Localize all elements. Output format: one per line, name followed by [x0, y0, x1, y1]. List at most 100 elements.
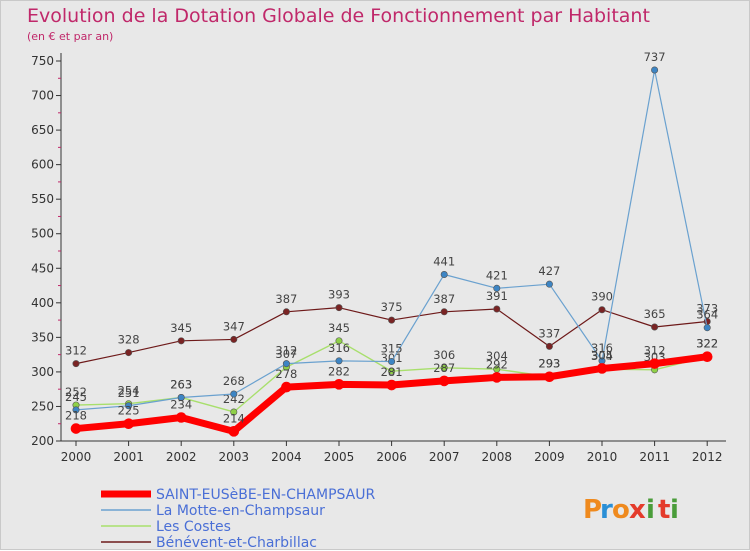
data-point [440, 364, 448, 372]
data-label: 393 [328, 288, 350, 302]
data-label: 225 [118, 404, 140, 418]
data-point [651, 323, 659, 331]
data-point [72, 406, 80, 414]
data-label: 287 [433, 361, 455, 375]
data-label: 316 [591, 341, 613, 355]
data-label: 347 [223, 319, 245, 333]
data-point [125, 349, 133, 357]
data-label: 282 [328, 364, 350, 378]
logo-letter: i [670, 495, 679, 525]
data-point [125, 402, 133, 410]
chart-subtitle: (en € et par an) [27, 30, 114, 43]
data-label: 293 [538, 357, 560, 371]
data-point [333, 379, 345, 390]
data-label: 365 [644, 307, 666, 321]
y-tick-label: 350 [31, 330, 54, 344]
x-tick-label: 2001 [113, 450, 144, 464]
x-tick-label: 2002 [166, 450, 197, 464]
data-label: 214 [223, 411, 245, 425]
data-point [177, 393, 185, 401]
data-label: 307 [275, 347, 297, 361]
x-tick-label: 2004 [271, 450, 302, 464]
data-point [230, 408, 238, 416]
data-label: 278 [275, 367, 297, 381]
data-label: 421 [486, 268, 508, 282]
series-la-motte-en-champsaur: 245 251 263 268 312 316 315 441 421 427 316 737 364 [65, 50, 718, 414]
y-tick-label: 550 [31, 192, 54, 206]
data-label: 245 [65, 390, 87, 404]
data-point [545, 342, 553, 350]
data-label: 218 [65, 409, 87, 423]
data-label: 322 [696, 337, 718, 351]
data-label: 337 [538, 326, 560, 340]
y-tick-label: 300 [31, 365, 54, 379]
data-point [335, 304, 343, 312]
data-label: 252 [65, 385, 87, 399]
data-label: 441 [433, 254, 455, 268]
series-saint-eus-be-en-champsaur: 218 225 234 214 278 282 281 287 292 293 305 312 322 [65, 337, 718, 437]
data-label: 293 [538, 357, 560, 371]
data-point [282, 308, 290, 316]
data-label: 364 [696, 308, 718, 322]
data-point [388, 358, 396, 366]
x-tick-label: 2009 [534, 450, 565, 464]
data-label: 391 [486, 289, 508, 303]
data-point [598, 306, 606, 314]
data-label: 315 [381, 342, 403, 356]
data-label: 263 [170, 377, 192, 391]
data-label: 322 [696, 337, 718, 351]
y-tick-label: 250 [31, 399, 54, 413]
data-label: 292 [486, 357, 508, 371]
y-tick-label: 500 [31, 227, 54, 241]
x-tick-label: 2003 [219, 450, 250, 464]
data-point [545, 280, 553, 288]
legend-label: SAINT-EUSèBE-EN-CHAMPSAUR [156, 487, 375, 503]
data-label: 254 [118, 384, 140, 398]
data-point [703, 324, 711, 332]
y-tick-label: 650 [31, 123, 54, 137]
data-point [175, 412, 187, 423]
logo-letter: t [658, 495, 670, 525]
data-point [335, 337, 343, 345]
data-point [177, 337, 185, 345]
data-point [440, 308, 448, 316]
data-label: 251 [118, 386, 140, 400]
x-tick-label: 2000 [61, 450, 92, 464]
legend-label: Bénévent-et-Charbillac [156, 535, 317, 551]
data-point [388, 316, 396, 324]
data-label: 328 [118, 333, 140, 347]
data-point [544, 371, 555, 383]
x-tick-label: 2005 [324, 450, 355, 464]
data-point [651, 66, 659, 74]
data-label: 305 [591, 348, 613, 362]
data-point [335, 357, 343, 365]
data-point [649, 358, 660, 369]
x-tick-label: 2008 [482, 450, 513, 464]
data-label: 312 [65, 344, 87, 358]
x-tick-label: 2011 [639, 450, 670, 464]
logo-letter: x [629, 495, 646, 525]
data-point [493, 284, 501, 292]
data-point [230, 335, 238, 343]
data-label: 737 [644, 50, 666, 64]
series-b-n-vent-et-charbillac: 312 328 345 347 387 393 375 387 391 337 390 365 373 [65, 288, 718, 368]
data-label: 375 [381, 300, 403, 314]
proxiti-logo: Pr o x i t i [583, 495, 679, 525]
legend-item: La Motte-en-Champsaur [101, 503, 325, 519]
data-label: 316 [328, 341, 350, 355]
data-point [70, 423, 82, 434]
data-label: 263 [170, 377, 192, 391]
data-label: 345 [170, 321, 192, 335]
data-point [228, 426, 240, 437]
data-label: 234 [170, 398, 192, 412]
y-tick-label: 750 [31, 54, 54, 68]
data-point [282, 360, 290, 368]
data-label: 281 [381, 365, 403, 379]
data-point [596, 363, 608, 374]
data-label: 345 [328, 321, 350, 335]
data-label: 387 [433, 292, 455, 306]
legend-label: La Motte-en-Champsaur [156, 503, 325, 519]
data-point [386, 379, 397, 391]
